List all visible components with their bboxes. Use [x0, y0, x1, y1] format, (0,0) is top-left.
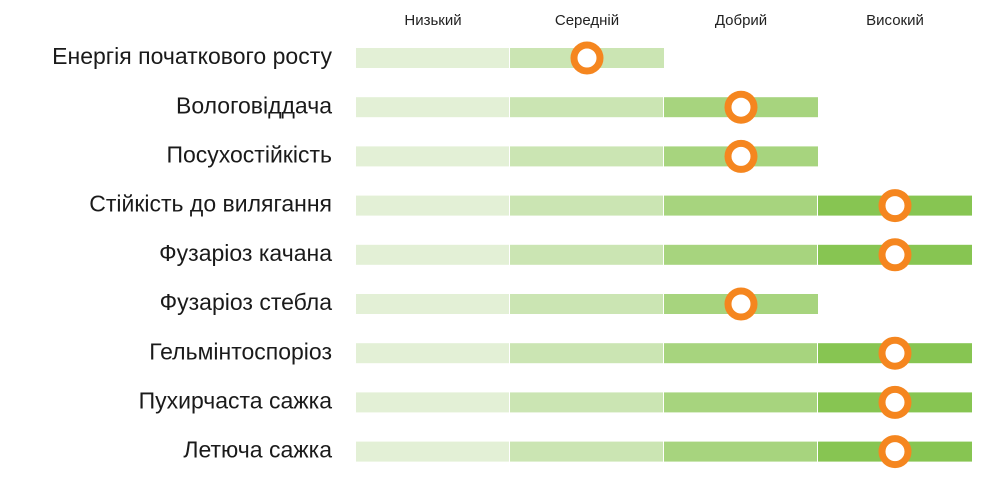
row-label: Стійкість до вилягання: [89, 191, 332, 217]
rating-rows: Енергія початкового росту Вологовіддача По…: [52, 41, 972, 469]
bar-segment: [356, 343, 509, 364]
level-header: Низький: [404, 12, 461, 29]
bar-segment: [664, 392, 817, 413]
rating-marker: [878, 435, 912, 469]
level-headers: Низький Середній Добрий Високий: [404, 12, 923, 29]
bar-segment: [664, 244, 817, 265]
rating-row: Летюча сажка: [183, 435, 972, 469]
row-label: Фузаріоз стебла: [160, 289, 333, 315]
bar-segment: [664, 441, 817, 462]
rating-row: Пухирчаста сажка: [139, 385, 972, 419]
bar-segment: [510, 441, 663, 462]
rating-marker: [878, 336, 912, 370]
rating-marker: [878, 238, 912, 272]
bar-segment: [356, 195, 509, 216]
rating-marker: [724, 139, 758, 173]
row-label: Летюча сажка: [183, 437, 332, 463]
row-label: Фузаріоз качана: [159, 240, 332, 266]
bar-segment: [510, 343, 663, 364]
bar-segment: [664, 343, 817, 364]
rating-marker: [878, 385, 912, 419]
rating-row: Стійкість до вилягання: [89, 189, 972, 223]
rating-marker: [724, 90, 758, 124]
rating-row: Посухостійкість: [166, 139, 818, 173]
bar-segment: [664, 195, 817, 216]
bar-segment: [356, 294, 509, 314]
row-label: Посухостійкість: [166, 141, 332, 167]
bar-segment: [510, 244, 663, 265]
bar-segment: [356, 97, 509, 118]
bar-segment: [510, 392, 663, 413]
bar-segment: [510, 146, 663, 167]
bar-segment: [356, 392, 509, 413]
rating-row: Енергія початкового росту: [52, 41, 664, 75]
row-label: Пухирчаста сажка: [139, 387, 333, 413]
rating-row: Фузаріоз качана: [159, 238, 972, 272]
rating-marker: [570, 41, 604, 75]
bar-segment: [356, 146, 509, 167]
level-header: Високий: [866, 12, 924, 29]
row-label: Гельмінтоспоріоз: [149, 338, 332, 364]
bar-segment: [356, 48, 509, 68]
level-header: Добрий: [715, 12, 767, 29]
bar-segment: [356, 441, 509, 462]
rating-row: Гельмінтоспоріоз: [149, 336, 972, 370]
rating-row: Вологовіддача: [176, 90, 818, 124]
level-header: Середній: [555, 12, 619, 29]
row-label: Енергія початкового росту: [52, 43, 332, 69]
rating-row: Фузаріоз стебла: [160, 287, 818, 321]
bar-segment: [510, 97, 663, 118]
bar-segment: [356, 244, 509, 265]
rating-marker: [724, 287, 758, 321]
row-label: Вологовіддача: [176, 92, 332, 118]
bar-segment: [510, 195, 663, 216]
bar-segment: [510, 294, 663, 314]
rating-marker: [878, 189, 912, 223]
